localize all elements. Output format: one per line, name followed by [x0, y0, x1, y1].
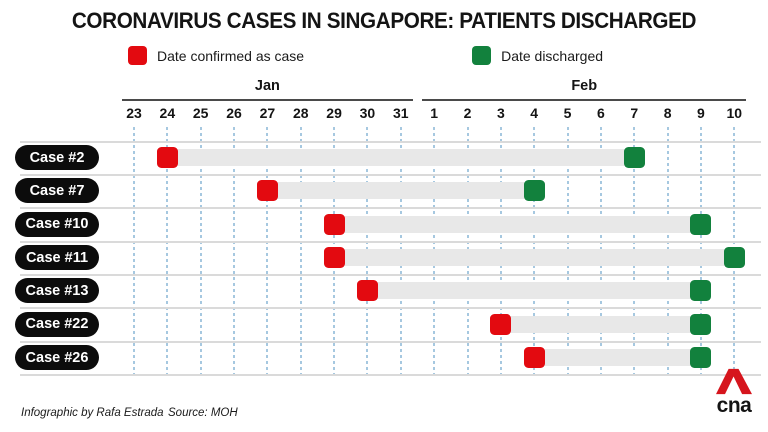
row-separator	[20, 340, 761, 343]
day-label: 4	[530, 105, 539, 121]
gridline	[133, 127, 135, 379]
confirmed-legend-swatch	[128, 46, 147, 65]
discharged-marker	[623, 147, 645, 168]
month-label: Jan	[254, 78, 280, 94]
gridline	[166, 127, 169, 379]
discharged-marker	[690, 280, 712, 302]
discharged-marker	[690, 213, 712, 235]
case-duration-bar	[323, 249, 745, 267]
confirmed-marker	[523, 347, 545, 369]
cna-logo: cna	[710, 368, 758, 424]
source-text: Source: MOH	[168, 407, 238, 419]
discharged-marker	[690, 347, 712, 369]
day-label: 8	[663, 105, 672, 121]
row-separator	[20, 240, 761, 243]
cna-logo-text: cna	[716, 394, 752, 417]
day-label: 3	[496, 105, 505, 121]
discharged-marker	[523, 180, 545, 202]
confirmed-marker	[323, 247, 345, 269]
gridline	[299, 127, 302, 379]
discharged-marker	[723, 247, 745, 269]
legend: Date confirmed as case Date discharged	[128, 46, 603, 65]
day-label: 30	[359, 105, 376, 121]
confirmed-marker	[490, 313, 512, 335]
gridline	[233, 127, 236, 379]
case-pill: Case #7	[15, 178, 99, 204]
day-label: 7	[630, 105, 639, 121]
gridline	[266, 127, 269, 379]
day-label: 9	[697, 105, 705, 121]
discharged-legend-swatch	[472, 46, 492, 65]
discharged-marker	[690, 313, 712, 335]
day-label: 25	[192, 105, 209, 121]
confirmed-marker	[356, 280, 378, 302]
day-label: 26	[226, 105, 242, 121]
day-label: 27	[259, 105, 276, 121]
confirmed-marker	[156, 147, 178, 168]
day-label: 2	[463, 105, 472, 121]
case-pill: Case #11	[15, 245, 99, 271]
row-separator	[20, 273, 761, 276]
day-label: 28	[292, 105, 309, 121]
confirmed-legend-label: Date confirmed as case	[157, 47, 305, 64]
confirmed-marker	[323, 213, 345, 235]
row-separator	[20, 207, 761, 210]
discharged-legend-label: Date discharged	[501, 47, 604, 64]
day-label: 23	[126, 105, 142, 121]
case-pill: Case #26	[15, 345, 99, 371]
case-pill: Case #10	[15, 211, 99, 237]
month-axis-line	[122, 99, 413, 101]
day-label: 10	[726, 105, 743, 121]
case-duration-bar	[323, 215, 712, 233]
cna-triangle-icon	[716, 368, 752, 395]
gridline	[199, 127, 202, 379]
credit-text: Infographic by Rafa Estrada	[21, 407, 164, 419]
case-duration-bar	[523, 349, 712, 367]
day-label: 31	[393, 105, 409, 121]
case-duration-bar	[156, 149, 645, 166]
page-title: CORONAVIRUS CASES IN SINGAPORE: PATIENTS…	[71, 8, 697, 33]
case-duration-bar	[356, 282, 712, 300]
row-separator	[20, 307, 761, 310]
month-label: Feb	[571, 78, 598, 94]
case-pill: Case #2	[15, 145, 99, 170]
day-label: 29	[326, 105, 342, 121]
day-label: 5	[563, 105, 572, 121]
day-label: 24	[159, 105, 176, 121]
case-duration-bar	[256, 182, 545, 200]
day-label: 1	[430, 105, 439, 121]
month-axis-line	[422, 99, 747, 101]
row-separator	[20, 173, 761, 176]
case-duration-bar	[490, 315, 712, 333]
case-pill: Case #22	[15, 311, 99, 337]
row-separator	[20, 373, 761, 376]
day-label: 6	[596, 105, 605, 121]
case-pill: Case #13	[15, 278, 99, 304]
row-separator	[20, 140, 761, 143]
confirmed-marker	[256, 180, 278, 202]
